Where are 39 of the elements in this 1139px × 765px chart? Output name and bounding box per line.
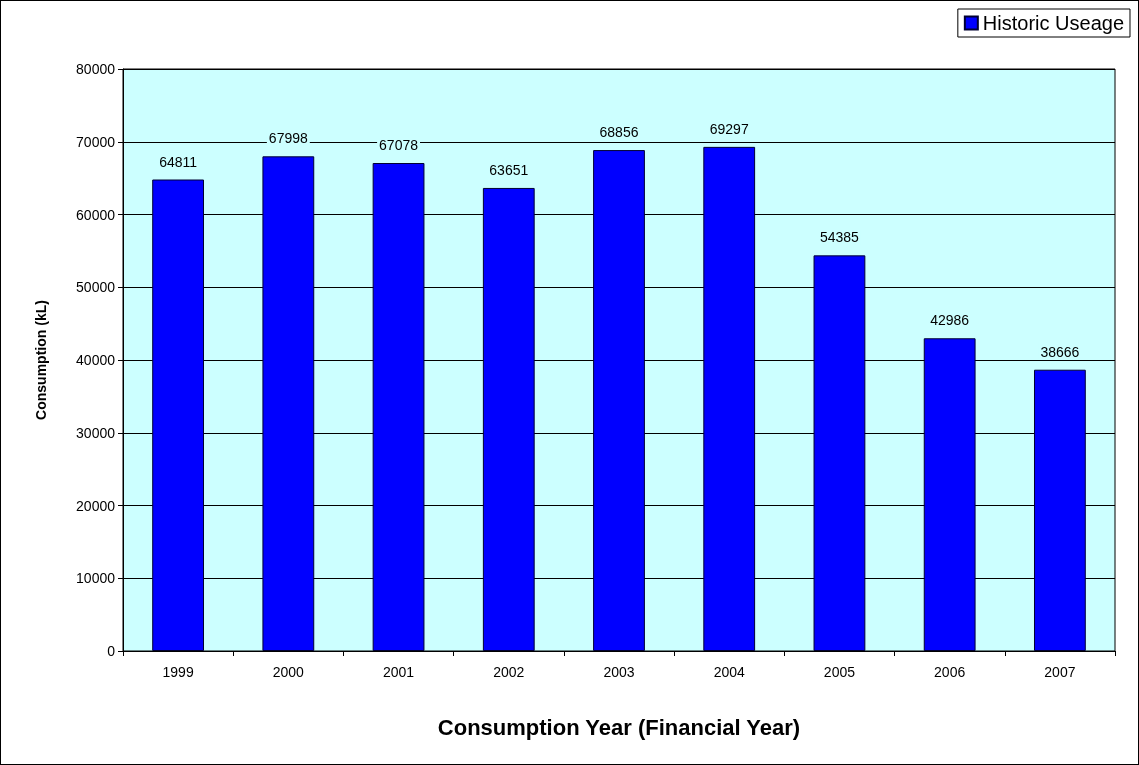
y-tick-label: 20000 [76,497,116,514]
y-tick-label: 50000 [76,279,116,296]
bar [152,179,205,651]
bar [923,338,976,651]
x-tick-label: 2002 [493,664,525,680]
data-label: 67078 [379,137,419,154]
x-tick-label: 2007 [1044,664,1076,680]
data-label: 67998 [268,130,309,147]
y-tick-label: 10000 [76,570,116,587]
data-label: 64811 [159,153,198,170]
bar [593,150,645,651]
x-tick-label: 2006 [934,664,966,680]
data-label: 68856 [599,124,639,141]
bar [262,156,315,651]
data-label: 63651 [489,161,529,178]
y-axis-title: Consumption (kL) [33,300,49,420]
y-tick-label: 40000 [76,352,116,368]
x-tick-label: 2001 [382,664,415,680]
data-label: 54385 [819,229,860,246]
x-tick-label: 1999 [162,664,194,680]
bar [703,146,756,651]
bar [813,255,866,651]
y-tick-label: 80000 [76,61,116,77]
data-label: 69297 [709,120,749,137]
data-label: 42986 [930,312,970,329]
y-tick-label: 70000 [76,133,116,150]
legend-label: Historic Useage [982,12,1125,34]
y-tick-label: 0 [107,643,116,659]
x-tick-label: 2003 [603,664,635,680]
bar [482,187,535,651]
data-label: 38666 [1040,343,1080,360]
x-axis-title: Consumption Year (Financial Year) [437,714,801,740]
y-tick-label: 30000 [76,424,116,441]
bar [1033,369,1086,651]
x-tick-label: 2000 [272,664,305,680]
bar [372,163,425,651]
x-tick-label: 2004 [713,664,745,680]
x-tick-label: 2005 [823,664,856,680]
y-tick-label: 60000 [76,206,116,223]
